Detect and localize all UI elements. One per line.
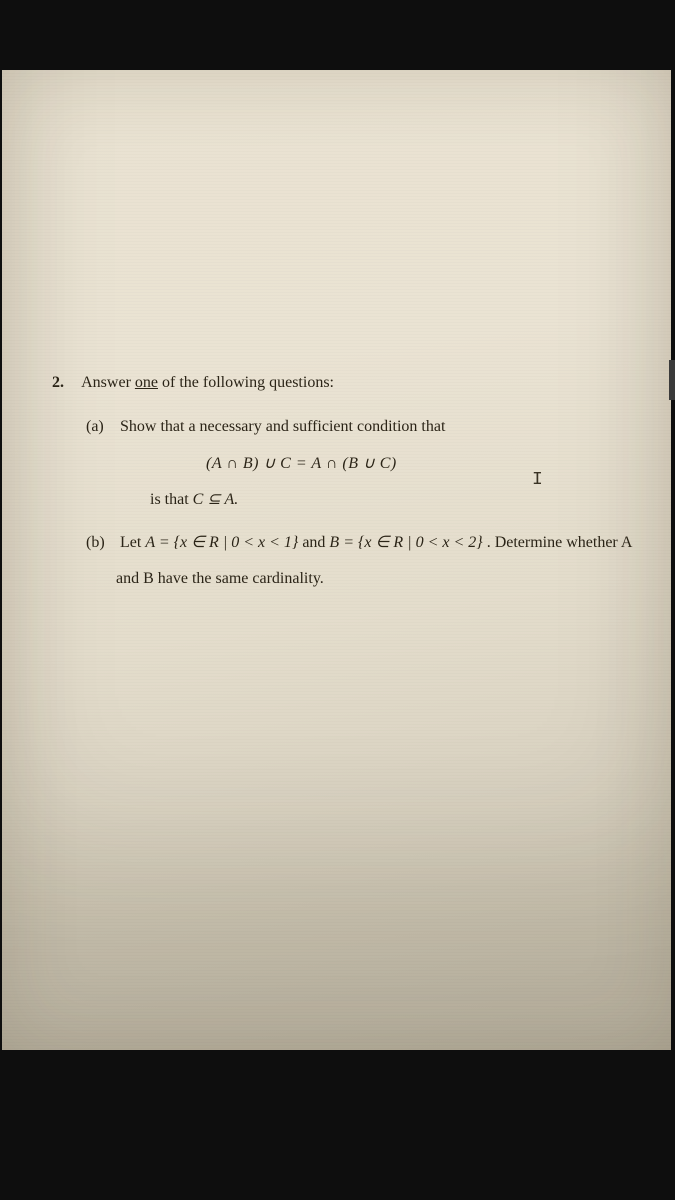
stem-suffix: of the following questions: bbox=[158, 374, 334, 391]
part-b-label: (b) bbox=[86, 530, 116, 556]
part-a: (a) Show that a necessary and sufficient… bbox=[86, 414, 651, 513]
part-b-setB: B = {x ∈ R | 0 < x < 2} bbox=[329, 534, 482, 551]
part-b-line2: and B have the same cardinality. bbox=[116, 566, 651, 592]
stem-underlined: one bbox=[135, 374, 158, 391]
part-a-line2-prefix: is that bbox=[150, 491, 193, 508]
part-b-line1-prefix: Let bbox=[120, 534, 145, 551]
part-a-line2-math: C ⊆ A. bbox=[193, 491, 239, 508]
part-b-mid: and bbox=[298, 534, 329, 551]
document-screen: 2. Answer one of the following questions… bbox=[2, 70, 671, 1050]
part-b: (b) Let A = {x ∈ R | 0 < x < 1} and B = … bbox=[86, 530, 651, 591]
stem-prefix: Answer bbox=[81, 374, 135, 391]
part-a-line2: is that C ⊆ A. bbox=[150, 487, 651, 513]
text-cursor-icon: I bbox=[532, 466, 543, 495]
photo-background: 2. Answer one of the following questions… bbox=[0, 0, 675, 1200]
question-block: 2. Answer one of the following questions… bbox=[52, 370, 651, 592]
part-a-label: (a) bbox=[86, 414, 116, 440]
bezel-edge bbox=[669, 360, 675, 400]
part-b-setA: A = {x ∈ R | 0 < x < 1} bbox=[145, 534, 298, 551]
part-a-equation: (A ∩ B) ∪ C = A ∩ (B ∪ C) bbox=[206, 451, 651, 477]
question-stem: 2. Answer one of the following questions… bbox=[52, 370, 651, 396]
question-number: 2. bbox=[52, 370, 78, 396]
part-b-line1-suffix: . Determine whether A bbox=[483, 534, 633, 551]
part-a-line1: Show that a necessary and sufficient con… bbox=[120, 418, 445, 435]
